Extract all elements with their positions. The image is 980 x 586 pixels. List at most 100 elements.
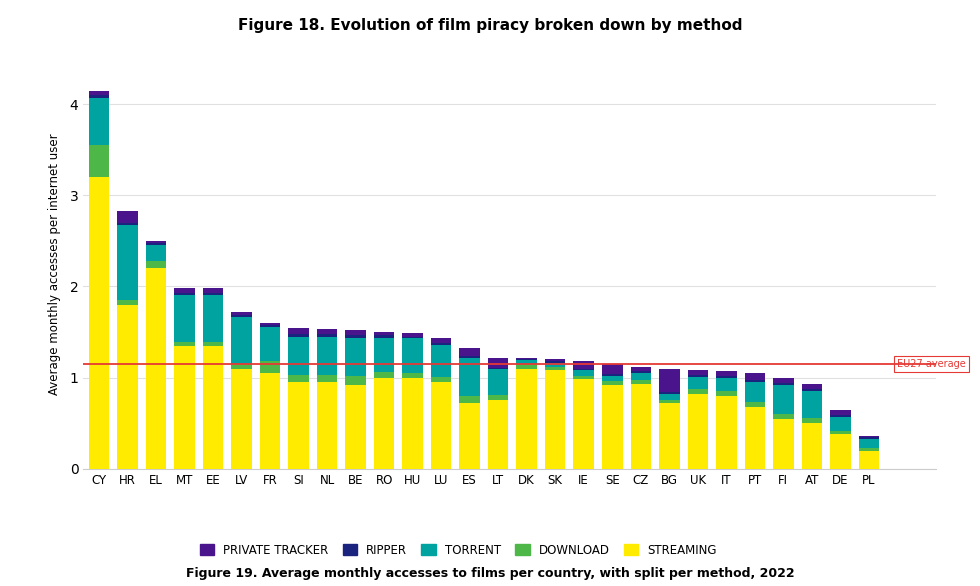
Bar [231, 312, 252, 315]
Bar [146, 241, 167, 243]
Bar [345, 338, 366, 376]
Bar [146, 244, 167, 261]
Bar [516, 357, 537, 359]
Bar [659, 394, 679, 400]
Bar [802, 391, 822, 418]
Bar [460, 396, 480, 403]
Bar [802, 384, 822, 390]
Bar [545, 359, 565, 361]
Bar [89, 90, 109, 95]
Bar [830, 410, 851, 415]
Bar [602, 364, 622, 374]
Bar [630, 384, 651, 469]
Bar [403, 339, 423, 373]
Bar [118, 211, 138, 223]
Bar [373, 372, 394, 377]
Bar [858, 448, 879, 451]
Text: EU27 average: EU27 average [898, 359, 966, 369]
Bar [431, 343, 452, 345]
Bar [716, 372, 737, 376]
Bar [688, 375, 709, 377]
Bar [317, 375, 337, 382]
Bar [602, 381, 622, 385]
Bar [716, 396, 737, 469]
Bar [488, 395, 509, 400]
Bar [403, 336, 423, 339]
Bar [773, 385, 794, 414]
Bar [630, 372, 651, 373]
Bar [602, 376, 622, 381]
Bar [460, 403, 480, 469]
Bar [858, 439, 879, 448]
Bar [89, 98, 109, 145]
Bar [688, 394, 709, 469]
Bar [858, 436, 879, 437]
Bar [373, 377, 394, 469]
Bar [802, 390, 822, 391]
Bar [288, 334, 309, 336]
Bar [488, 369, 509, 395]
Bar [118, 305, 138, 469]
Bar [516, 360, 537, 364]
Bar [118, 223, 138, 226]
Bar [773, 418, 794, 469]
Bar [716, 391, 737, 396]
Bar [345, 385, 366, 469]
Bar [431, 377, 452, 382]
Bar [89, 145, 109, 177]
Bar [858, 437, 879, 439]
Bar [573, 369, 594, 370]
Bar [573, 361, 594, 369]
Bar [773, 414, 794, 418]
Bar [802, 418, 822, 423]
Bar [317, 382, 337, 469]
Bar [174, 295, 195, 342]
Bar [602, 385, 622, 469]
Bar [545, 370, 565, 469]
Bar [345, 331, 366, 335]
Bar [659, 403, 679, 469]
Bar [830, 431, 851, 434]
Bar [545, 361, 565, 363]
Bar [317, 334, 337, 336]
Bar [231, 316, 252, 364]
Bar [773, 377, 794, 383]
Bar [716, 377, 737, 391]
Bar [174, 293, 195, 295]
Bar [231, 369, 252, 469]
Legend: PRIVATE TRACKER, RIPPER, TORRENT, DOWNLOAD, STREAMING: PRIVATE TRACKER, RIPPER, TORRENT, DOWNLO… [195, 539, 722, 561]
Bar [545, 363, 565, 367]
Bar [488, 400, 509, 469]
Bar [516, 364, 537, 369]
Bar [630, 367, 651, 372]
Bar [403, 373, 423, 377]
Bar [373, 332, 394, 335]
Bar [403, 377, 423, 469]
Bar [545, 367, 565, 370]
Bar [716, 376, 737, 377]
Bar [745, 380, 765, 382]
Bar [373, 335, 394, 338]
Bar [260, 326, 280, 361]
Bar [89, 95, 109, 98]
Bar [858, 451, 879, 469]
Bar [830, 434, 851, 469]
Bar [260, 361, 280, 373]
Bar [146, 268, 167, 469]
Bar [373, 338, 394, 372]
Bar [688, 370, 709, 375]
Bar [488, 367, 509, 369]
Bar [688, 390, 709, 394]
Bar [630, 373, 651, 380]
Bar [431, 345, 452, 377]
Bar [260, 323, 280, 325]
Bar [118, 226, 138, 300]
Bar [802, 423, 822, 469]
Bar [659, 369, 679, 392]
Bar [288, 328, 309, 334]
Bar [688, 377, 709, 390]
Bar [773, 383, 794, 385]
Bar [118, 300, 138, 305]
Bar [431, 339, 452, 343]
Text: Figure 19. Average monthly accesses to films per country, with split per method,: Figure 19. Average monthly accesses to f… [185, 567, 795, 580]
